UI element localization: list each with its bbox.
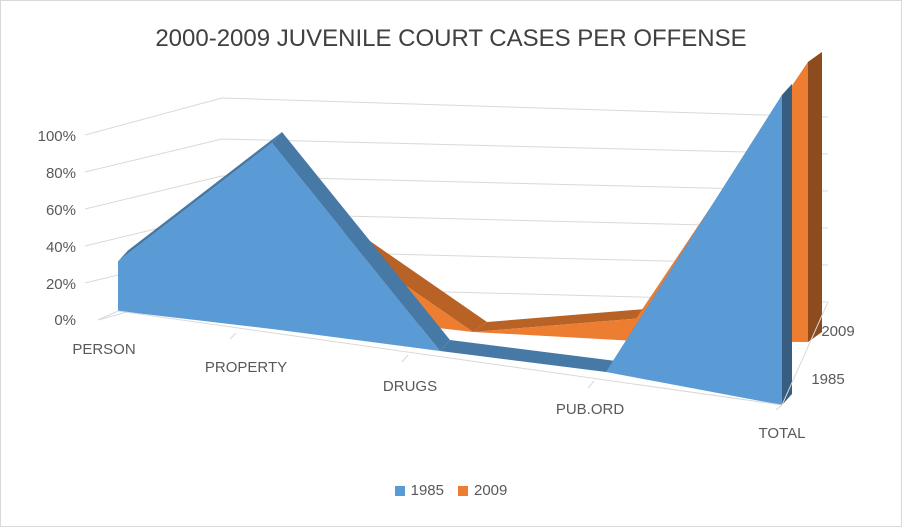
y-tick-label: 20%	[46, 276, 76, 293]
y-tick-label: 80%	[46, 165, 76, 182]
legend-label: 1985	[410, 482, 444, 499]
legend: 1985 2009	[0, 482, 902, 499]
x-tick-mark	[775, 404, 783, 411]
y-axis: 0% 20% 40% 60% 80% 100%	[38, 128, 76, 329]
x-tick-label: PUB.ORD	[556, 401, 625, 418]
gridline-60	[84, 175, 829, 210]
x-tick-mark	[97, 310, 119, 321]
depth-axis-line	[781, 301, 829, 406]
y-tick-label: 0%	[54, 312, 76, 329]
x-tick-label: DRUGS	[383, 378, 437, 395]
series-1985-top-segment	[440, 340, 616, 372]
x-tick-label: PROPERTY	[205, 359, 287, 376]
series-2009-top-segment	[473, 308, 650, 332]
gridline-80	[84, 138, 829, 173]
legend-swatch-2009	[458, 485, 468, 496]
x-axis: PERSON PROPERTY DRUGS PUB.ORD TOTAL 2009…	[72, 301, 855, 442]
gridline-100	[84, 97, 829, 136]
y-tick-label: 40%	[46, 239, 76, 256]
series-1985-top-segment	[272, 132, 450, 351]
y-tick-label: 100%	[38, 128, 76, 145]
depth-tick-label: 1985	[811, 371, 844, 388]
x-tick-label: PERSON	[72, 341, 135, 358]
y-tick-label: 60%	[46, 202, 76, 219]
x-tick-mark	[229, 332, 237, 340]
series-1985-top-segment	[118, 132, 282, 262]
x-axis-line	[117, 310, 783, 406]
x-tick-mark	[587, 380, 595, 389]
chart-title: 2000-2009 JUVENILE COURT CASES PER OFFEN…	[155, 25, 746, 52]
depth-tick-label: 2009	[821, 323, 854, 340]
series-1985-area	[118, 95, 782, 405]
x-tick-mark	[401, 354, 409, 363]
series-1985-end-cap	[782, 84, 792, 405]
series-1985-ribbon	[118, 84, 792, 405]
legend-swatch-1985	[394, 485, 405, 496]
series-2009-end-cap	[808, 52, 822, 342]
legend-item-2009[interactable]: 2009	[458, 482, 507, 499]
legend-label: 2009	[474, 482, 508, 499]
x-tick-label: TOTAL	[759, 425, 806, 442]
legend-item-1985[interactable]: 1985	[394, 482, 444, 499]
